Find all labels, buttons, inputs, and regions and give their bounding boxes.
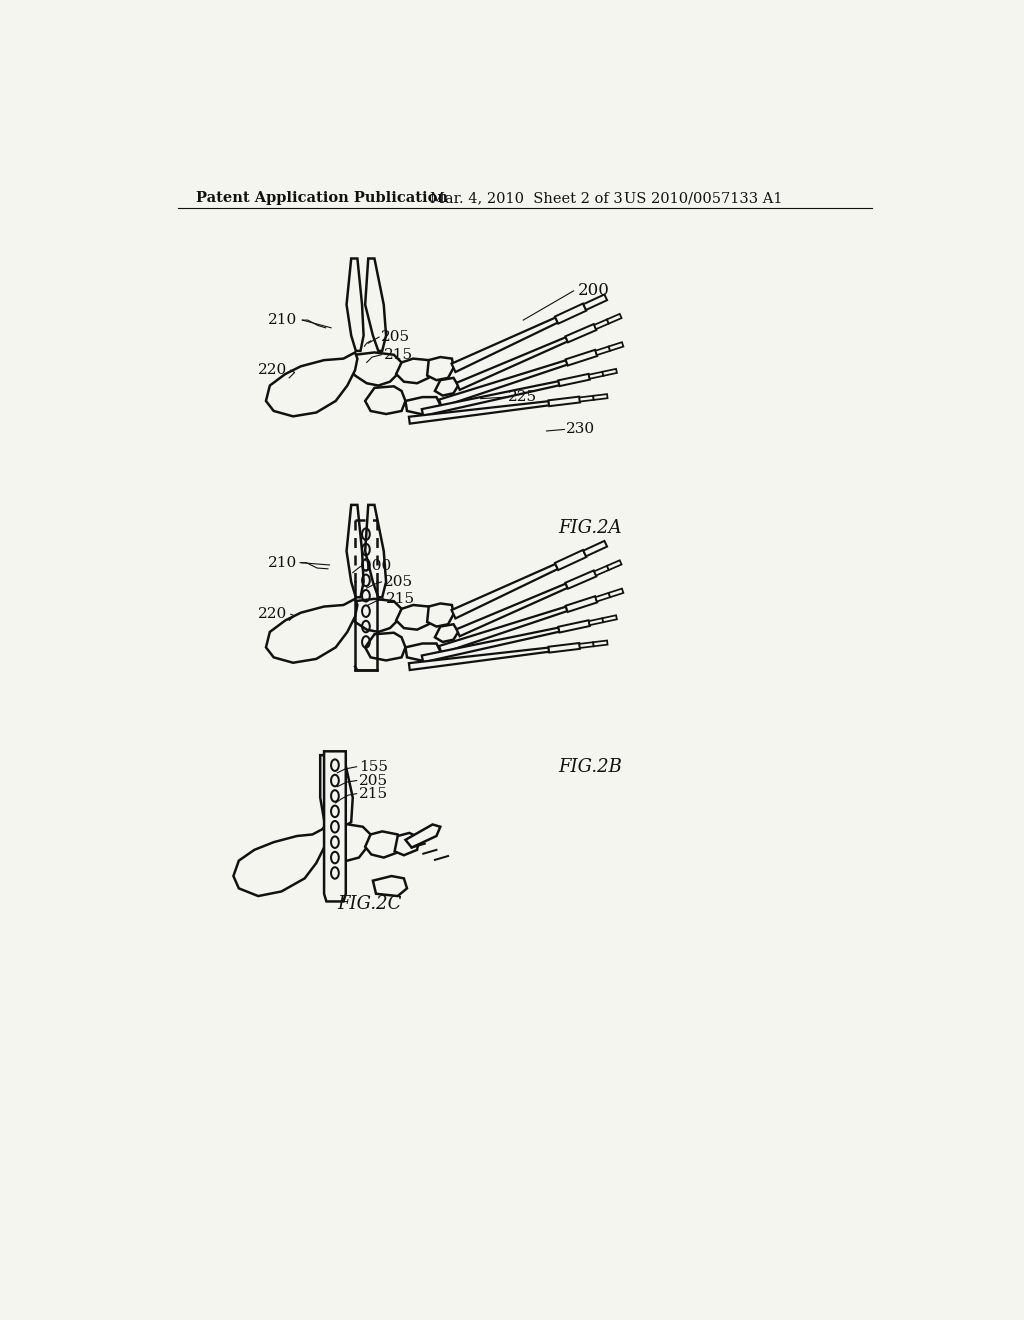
Polygon shape: [396, 359, 432, 383]
Polygon shape: [346, 506, 364, 598]
Polygon shape: [316, 824, 371, 861]
Polygon shape: [608, 589, 624, 597]
Polygon shape: [595, 346, 610, 355]
Text: US 2010/0057133 A1: US 2010/0057133 A1: [624, 191, 782, 206]
Polygon shape: [334, 755, 352, 825]
Polygon shape: [347, 352, 401, 385]
Polygon shape: [406, 644, 440, 660]
Polygon shape: [558, 620, 590, 632]
Polygon shape: [584, 294, 607, 310]
Polygon shape: [565, 323, 596, 342]
Text: FIG.2A: FIG.2A: [558, 519, 622, 537]
Polygon shape: [406, 397, 440, 414]
Polygon shape: [602, 368, 616, 376]
Text: FIG.2C: FIG.2C: [337, 895, 401, 912]
Text: 220: 220: [258, 607, 288, 622]
Polygon shape: [549, 643, 580, 652]
Text: 205: 205: [384, 576, 413, 589]
Polygon shape: [324, 751, 346, 902]
Polygon shape: [607, 560, 622, 570]
Polygon shape: [457, 583, 567, 636]
Polygon shape: [452, 564, 558, 619]
Polygon shape: [366, 259, 386, 351]
Polygon shape: [394, 833, 420, 855]
Text: 215: 215: [359, 787, 388, 801]
Text: FIG.2B: FIG.2B: [558, 758, 622, 776]
Polygon shape: [233, 829, 327, 896]
Polygon shape: [452, 318, 558, 372]
Polygon shape: [565, 350, 597, 366]
Polygon shape: [589, 372, 603, 379]
Polygon shape: [580, 396, 594, 401]
Text: 205: 205: [381, 330, 411, 345]
Polygon shape: [346, 259, 364, 351]
Polygon shape: [366, 632, 406, 660]
Polygon shape: [607, 314, 622, 323]
Text: 215: 215: [386, 591, 415, 606]
Polygon shape: [409, 648, 549, 671]
Text: 200: 200: [578, 282, 609, 300]
Polygon shape: [396, 605, 432, 630]
Polygon shape: [366, 387, 406, 414]
Text: Patent Application Publication: Patent Application Publication: [197, 191, 449, 206]
Polygon shape: [427, 603, 454, 627]
Polygon shape: [373, 876, 407, 896]
Polygon shape: [321, 755, 331, 825]
Text: 225: 225: [508, 391, 537, 404]
Polygon shape: [422, 627, 559, 663]
Text: 205: 205: [359, 774, 388, 788]
Polygon shape: [406, 825, 440, 847]
Polygon shape: [594, 566, 609, 576]
Polygon shape: [457, 337, 567, 389]
Polygon shape: [595, 593, 610, 602]
Polygon shape: [435, 624, 458, 642]
Polygon shape: [589, 618, 603, 626]
Polygon shape: [555, 304, 587, 323]
Text: 155: 155: [359, 760, 388, 774]
Polygon shape: [608, 342, 624, 351]
Text: 210: 210: [267, 313, 297, 327]
Text: 210: 210: [267, 556, 297, 570]
Polygon shape: [409, 401, 549, 424]
Text: 100: 100: [362, 560, 391, 573]
Polygon shape: [565, 570, 596, 589]
Polygon shape: [366, 506, 386, 598]
Polygon shape: [602, 615, 616, 622]
Polygon shape: [347, 599, 401, 632]
Polygon shape: [435, 378, 458, 396]
Polygon shape: [366, 832, 401, 858]
Polygon shape: [580, 643, 594, 648]
Polygon shape: [593, 640, 607, 647]
Polygon shape: [439, 607, 567, 653]
Polygon shape: [555, 550, 587, 570]
Polygon shape: [558, 374, 590, 387]
Text: 220: 220: [258, 363, 288, 378]
Polygon shape: [439, 360, 567, 407]
Polygon shape: [593, 395, 607, 400]
Polygon shape: [584, 541, 607, 556]
Text: 230: 230: [566, 422, 595, 437]
Text: Mar. 4, 2010  Sheet 2 of 3: Mar. 4, 2010 Sheet 2 of 3: [430, 191, 623, 206]
Polygon shape: [549, 396, 580, 407]
Polygon shape: [266, 352, 357, 416]
Polygon shape: [427, 358, 454, 380]
Text: 215: 215: [384, 347, 413, 362]
Polygon shape: [565, 597, 597, 612]
Polygon shape: [594, 319, 609, 329]
Polygon shape: [266, 599, 357, 663]
Polygon shape: [422, 381, 559, 416]
